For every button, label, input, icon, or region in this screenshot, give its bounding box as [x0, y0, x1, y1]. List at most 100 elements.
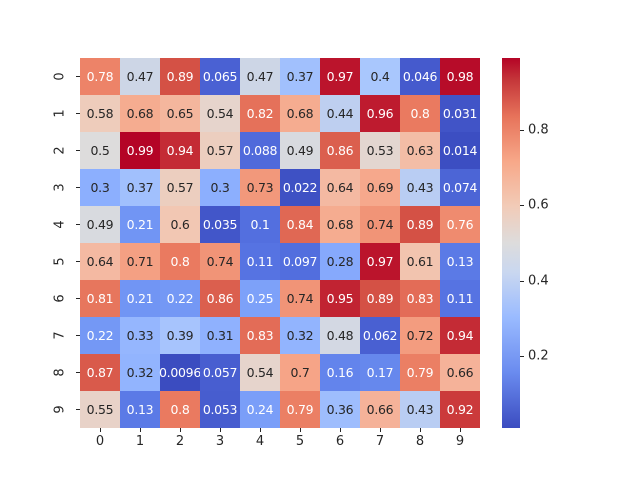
x-tick-mark [220, 428, 221, 432]
heatmap-cell: 0.28 [320, 243, 360, 280]
y-tick-mark [76, 76, 80, 77]
heatmap-cell: 0.022 [280, 169, 320, 206]
heatmap-cell: 0.99 [120, 132, 160, 169]
x-tick-label: 0 [95, 434, 105, 449]
heatmap-cell: 0.25 [240, 280, 280, 317]
heatmap-cell: 0.83 [240, 317, 280, 354]
heatmap-cell: 0.21 [120, 280, 160, 317]
heatmap-cell: 0.89 [160, 58, 200, 95]
heatmap-cell: 0.057 [200, 354, 240, 391]
heatmap-cell: 0.98 [440, 58, 480, 95]
heatmap-cell: 0.74 [200, 243, 240, 280]
y-tick-mark [76, 261, 80, 262]
heatmap-cell: 0.57 [160, 169, 200, 206]
y-tick-mark [76, 298, 80, 299]
heatmap-cell: 0.32 [120, 354, 160, 391]
y-tick-label: 6 [52, 294, 68, 303]
heatmap-cell: 0.94 [160, 132, 200, 169]
heatmap-cell: 0.5 [80, 132, 120, 169]
heatmap-cell: 0.21 [120, 206, 160, 243]
heatmap-cell: 0.4 [360, 58, 400, 95]
heatmap-cell: 0.97 [360, 243, 400, 280]
colorbar-tick-label: 0.2 [528, 348, 549, 364]
heatmap-cell: 0.31 [200, 317, 240, 354]
heatmap-cell: 0.86 [320, 132, 360, 169]
heatmap-cell: 0.68 [120, 95, 160, 132]
colorbar-tick-mark [520, 356, 524, 358]
heatmap-cell: 0.81 [80, 280, 120, 317]
heatmap-cell: 0.87 [80, 354, 120, 391]
colorbar-tick-label: 0.4 [528, 273, 549, 289]
heatmap-cell: 0.92 [440, 391, 480, 428]
heatmap-cell: 0.89 [360, 280, 400, 317]
heatmap-cell: 0.57 [200, 132, 240, 169]
y-tick-mark [76, 187, 80, 188]
x-tick-mark [260, 428, 261, 432]
heatmap-cell: 0.49 [80, 206, 120, 243]
heatmap-cell: 0.43 [400, 391, 440, 428]
heatmap-cell: 0.89 [400, 206, 440, 243]
heatmap-grid: 0.78 0.47 0.89 0.065 0.47 0.37 0.97 0.4 0.046 0.9… [80, 58, 480, 428]
heatmap-cell: 0.74 [360, 206, 400, 243]
heatmap-cell: 0.96 [360, 95, 400, 132]
x-tick-label: 3 [215, 434, 225, 449]
y-tick-mark [76, 113, 80, 114]
heatmap-cell: 0.37 [280, 58, 320, 95]
heatmap-cell: 0.17 [360, 354, 400, 391]
heatmap-cell: 0.32 [280, 317, 320, 354]
heatmap-cell: 0.014 [440, 132, 480, 169]
x-tick-mark [300, 428, 301, 432]
x-tick-label: 7 [375, 434, 385, 449]
heatmap-cell: 0.64 [320, 169, 360, 206]
x-tick-mark [380, 428, 381, 432]
heatmap-cell: 0.69 [360, 169, 400, 206]
x-tick-mark [140, 428, 141, 432]
y-tick-label: 8 [52, 368, 68, 377]
heatmap-cell: 0.046 [400, 58, 440, 95]
heatmap-cell: 0.33 [120, 317, 160, 354]
colorbar-tick-mark [520, 280, 524, 282]
y-tick-label: 3 [52, 183, 68, 192]
x-tick-label: 9 [455, 434, 465, 449]
y-tick-mark [76, 150, 80, 151]
heatmap-cell: 0.11 [240, 243, 280, 280]
heatmap-cell: 0.64 [80, 243, 120, 280]
heatmap-cell: 0.66 [360, 391, 400, 428]
y-tick-label: 9 [52, 405, 68, 414]
heatmap-cell: 0.47 [240, 58, 280, 95]
x-tick-label: 2 [175, 434, 185, 449]
heatmap-cell: 0.76 [440, 206, 480, 243]
heatmap-cell: 0.63 [400, 132, 440, 169]
heatmap-cell: 0.94 [440, 317, 480, 354]
heatmap-cell: 0.82 [240, 95, 280, 132]
heatmap-cell: 0.22 [80, 317, 120, 354]
x-tick-label: 8 [415, 434, 425, 449]
heatmap-cell: 0.097 [280, 243, 320, 280]
colorbar-tick-label: 0.8 [528, 122, 549, 138]
colorbar-tick-mark [520, 205, 524, 207]
y-tick-mark [76, 335, 80, 336]
heatmap-cell: 0.79 [400, 354, 440, 391]
heatmap-cell: 0.36 [320, 391, 360, 428]
x-tick-label: 5 [295, 434, 305, 449]
heatmap-cell: 0.68 [320, 206, 360, 243]
heatmap-cell: 0.78 [80, 58, 120, 95]
heatmap-cell: 0.83 [400, 280, 440, 317]
heatmap-cell: 0.8 [160, 243, 200, 280]
heatmap-cell: 0.61 [400, 243, 440, 280]
heatmap-cell: 0.53 [360, 132, 400, 169]
heatmap-cell: 0.66 [440, 354, 480, 391]
x-tick-mark [340, 428, 341, 432]
heatmap-cell: 0.13 [440, 243, 480, 280]
y-tick-mark [76, 372, 80, 373]
heatmap-cell: 0.065 [200, 58, 240, 95]
heatmap-cell: 0.031 [440, 95, 480, 132]
x-tick-mark [180, 428, 181, 432]
heatmap-cell: 0.088 [240, 132, 280, 169]
heatmap-cell: 0.54 [200, 95, 240, 132]
y-tick-mark [76, 409, 80, 410]
heatmap-cell: 0.3 [80, 169, 120, 206]
heatmap-cell: 0.074 [440, 169, 480, 206]
x-tick-mark [420, 428, 421, 432]
heatmap-cell: 0.73 [240, 169, 280, 206]
